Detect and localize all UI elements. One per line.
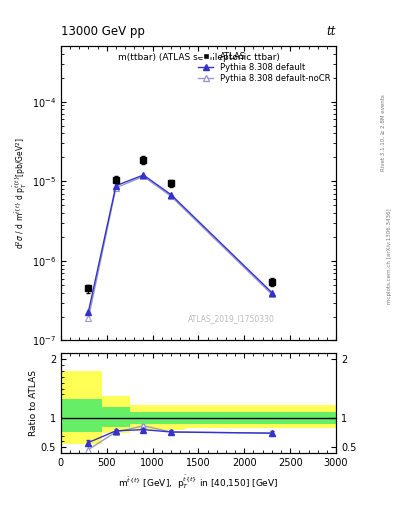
Text: ATLAS_2019_I1750330: ATLAS_2019_I1750330	[188, 314, 275, 323]
Text: m(ttbar) (ATLAS semileptonic ttbar): m(ttbar) (ATLAS semileptonic ttbar)	[118, 53, 279, 62]
Text: tt: tt	[327, 26, 336, 38]
Bar	[130, 405, 185, 430]
Bar	[61, 371, 102, 444]
Text: 13000 GeV pp: 13000 GeV pp	[61, 26, 145, 38]
Bar	[185, 412, 345, 424]
Bar	[185, 405, 345, 429]
Bar	[102, 408, 130, 428]
X-axis label: m$^{\bar{t}\{t\}}$ [GeV],  p$_T^{\bar{t}\{t\}}$ in [40,150] [GeV]: m$^{\bar{t}\{t\}}$ [GeV], p$_T^{\bar{t}\…	[118, 474, 279, 491]
Text: mcplots.cern.ch [arXiv:1306.3436]: mcplots.cern.ch [arXiv:1306.3436]	[387, 208, 391, 304]
Legend: ATLAS, Pythia 8.308 default, Pythia 8.308 default-noCR: ATLAS, Pythia 8.308 default, Pythia 8.30…	[196, 50, 332, 85]
Y-axis label: Ratio to ATLAS: Ratio to ATLAS	[29, 370, 38, 436]
Bar	[61, 399, 102, 432]
Text: Rivet 3.1.10, ≥ 2.8M events: Rivet 3.1.10, ≥ 2.8M events	[381, 95, 386, 172]
Bar	[102, 396, 130, 433]
Y-axis label: d$^2\sigma$ / d m$^{\bar{t}\{t\}}$ d p$_T^{\bar{t}\{t\}}$[pb/GeV$^2$]: d$^2\sigma$ / d m$^{\bar{t}\{t\}}$ d p$_…	[12, 137, 29, 249]
Bar	[130, 412, 185, 424]
